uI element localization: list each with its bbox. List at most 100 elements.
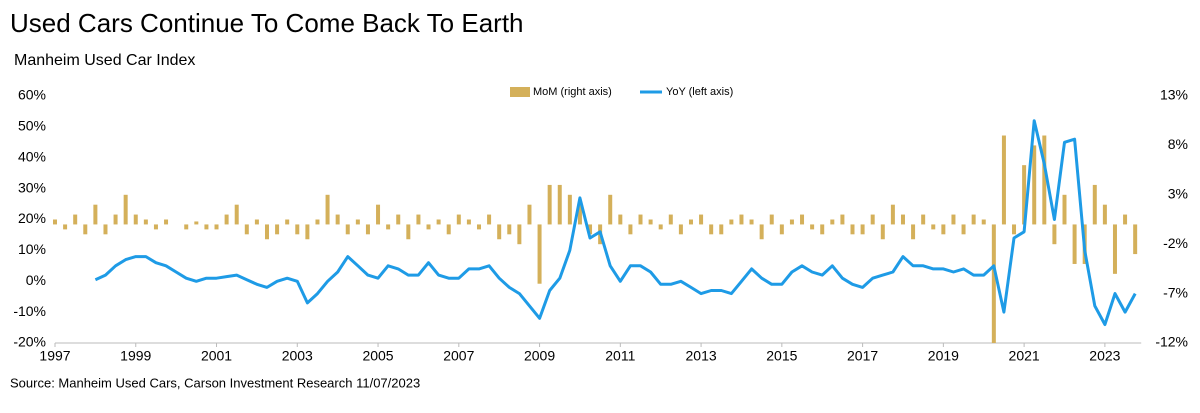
bar bbox=[1001, 135, 1006, 225]
bar bbox=[880, 224, 885, 240]
bar bbox=[709, 224, 714, 235]
bar bbox=[517, 224, 522, 245]
y2-tick-label: -12% bbox=[1155, 334, 1188, 350]
bar bbox=[860, 224, 865, 235]
bar bbox=[285, 219, 290, 225]
bar bbox=[487, 214, 492, 225]
bar bbox=[911, 224, 916, 240]
bar bbox=[133, 214, 138, 225]
legend-label: MoM (right axis) bbox=[533, 86, 612, 98]
chart-title: Used Cars Continue To Come Back To Earth bbox=[10, 8, 524, 38]
bar bbox=[850, 224, 855, 235]
x-tick-label: 2009 bbox=[524, 348, 555, 364]
bar bbox=[123, 194, 128, 225]
x-tick-label: 2019 bbox=[928, 348, 959, 364]
bar bbox=[941, 224, 946, 235]
x-tick-label: 2003 bbox=[282, 348, 313, 364]
y-tick-label: 50% bbox=[18, 118, 46, 134]
bar bbox=[93, 204, 98, 225]
bar bbox=[325, 194, 330, 225]
bar bbox=[678, 224, 683, 235]
bar bbox=[254, 219, 259, 225]
y-tick-label: 10% bbox=[18, 241, 46, 257]
bar bbox=[648, 219, 653, 225]
bar bbox=[547, 184, 552, 225]
bar bbox=[1012, 224, 1017, 235]
bar bbox=[961, 224, 966, 235]
line bbox=[94, 119, 1137, 326]
bar bbox=[810, 224, 815, 230]
bar bbox=[830, 219, 835, 225]
bar bbox=[83, 224, 88, 235]
source-note: Source: Manheim Used Cars, Carson Invest… bbox=[10, 375, 420, 390]
y2-tick-label: 3% bbox=[1168, 186, 1188, 202]
bar bbox=[143, 219, 148, 225]
bar bbox=[164, 219, 169, 225]
bar bbox=[567, 194, 572, 225]
bar bbox=[931, 224, 936, 230]
y-tick-label: 0% bbox=[26, 272, 46, 288]
bar bbox=[194, 221, 199, 225]
bar bbox=[608, 194, 613, 225]
y-tick-label: 30% bbox=[18, 179, 46, 195]
bar bbox=[184, 224, 189, 230]
bar bbox=[456, 214, 461, 225]
bar bbox=[991, 224, 996, 343]
x-tick-label: 2015 bbox=[766, 348, 797, 364]
x-tick-label: 1999 bbox=[120, 348, 151, 364]
bar bbox=[1102, 204, 1107, 225]
bar bbox=[628, 224, 633, 235]
y2-tick-label: -7% bbox=[1163, 284, 1188, 300]
x-tick-label: 1997 bbox=[39, 348, 70, 364]
bar bbox=[557, 184, 562, 225]
chart-subtitle: Manheim Used Car Index bbox=[14, 52, 195, 69]
y-tick-label: 60% bbox=[18, 87, 46, 103]
bar bbox=[971, 214, 976, 225]
bar bbox=[234, 204, 239, 225]
bar bbox=[900, 214, 905, 225]
bar bbox=[376, 204, 381, 225]
y2-tick-label: 8% bbox=[1168, 136, 1188, 152]
x-tick-label: 2023 bbox=[1089, 348, 1120, 364]
x-tick-label: 2007 bbox=[443, 348, 474, 364]
bar bbox=[73, 214, 78, 225]
bar bbox=[1112, 224, 1117, 274]
bar bbox=[668, 214, 673, 225]
bar bbox=[870, 214, 875, 225]
y-tick-label: -20% bbox=[13, 334, 46, 350]
x-tick-label: 2017 bbox=[847, 348, 878, 364]
bar bbox=[1123, 214, 1128, 225]
bar bbox=[1052, 224, 1057, 245]
bar bbox=[820, 224, 825, 235]
bar bbox=[53, 219, 57, 225]
legend-label: YoY (left axis) bbox=[666, 86, 733, 98]
bar bbox=[688, 219, 693, 225]
bar bbox=[214, 224, 219, 230]
bar bbox=[739, 214, 744, 225]
bar bbox=[1032, 145, 1037, 225]
bar bbox=[588, 224, 593, 235]
bar bbox=[729, 219, 734, 225]
bar bbox=[365, 224, 370, 235]
bar bbox=[527, 204, 532, 225]
bar bbox=[386, 224, 391, 230]
bar bbox=[295, 224, 300, 235]
bar bbox=[224, 214, 229, 225]
bar bbox=[264, 224, 269, 240]
bar bbox=[759, 224, 764, 240]
bar bbox=[63, 224, 68, 230]
bar bbox=[315, 219, 320, 225]
bar bbox=[577, 204, 582, 225]
bar bbox=[204, 224, 209, 230]
y-tick-label: 20% bbox=[18, 210, 46, 226]
y2-tick-label: -2% bbox=[1163, 235, 1188, 251]
bar bbox=[1042, 135, 1047, 225]
bar bbox=[1092, 184, 1097, 225]
bar bbox=[890, 204, 895, 225]
bar bbox=[618, 214, 623, 225]
bar bbox=[800, 214, 805, 225]
bar bbox=[153, 224, 158, 230]
y-tick-label: 40% bbox=[18, 148, 46, 164]
bar bbox=[426, 224, 431, 230]
